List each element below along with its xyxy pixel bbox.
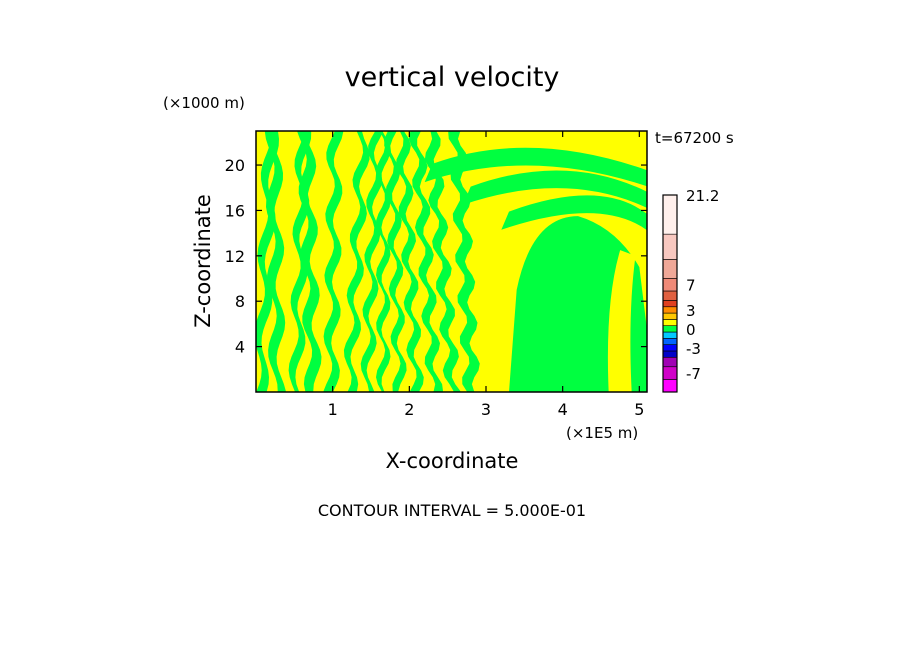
updraft-band — [396, 131, 424, 392]
upper-diagonal-band — [424, 147, 647, 187]
chart-title: vertical velocity — [345, 62, 560, 93]
upper-diagonal-band — [463, 170, 647, 208]
y-axis: 4 8 12 16 20 — [225, 156, 647, 357]
plot-area — [255, 130, 648, 393]
updraft-band — [424, 131, 461, 392]
colorbar-label: 3 — [686, 302, 696, 320]
x-axis: 1 2 3 4 5 — [328, 131, 644, 419]
colorbar-label: -3 — [686, 340, 701, 358]
colorbar: 21.2 7 30-3 -7 — [662, 187, 719, 393]
x-tick-label: 5 — [634, 400, 644, 419]
updraft-band — [408, 131, 443, 392]
y-tick-label: 12 — [225, 247, 245, 266]
colorbar-swatch — [662, 300, 678, 308]
updraft-band — [323, 131, 344, 392]
colorbar-swatch — [662, 233, 678, 260]
upper-diagonal-band — [501, 195, 647, 231]
y-tick-label: 16 — [225, 201, 245, 220]
plot-frame — [255, 130, 648, 393]
x-tick-label: 1 — [328, 400, 338, 419]
colorbar-swatch — [662, 356, 678, 368]
updraft-band — [256, 131, 279, 392]
colorbar-swatch — [662, 325, 678, 333]
colorbar-swatch — [662, 194, 678, 235]
velocity-field — [256, 131, 647, 392]
updraft-band — [264, 131, 286, 392]
updraft-band — [360, 131, 384, 392]
x-tick-label: 4 — [558, 400, 568, 419]
colorbar-swatch — [662, 319, 678, 327]
colorbar-swatch — [662, 306, 678, 314]
colorbar-label: 7 — [686, 277, 696, 295]
colorbar-label: 0 — [686, 321, 696, 339]
colorbar-swatch — [662, 278, 678, 292]
colorbar-swatch — [662, 259, 678, 279]
colorbar-swatch — [662, 290, 678, 301]
y-tick-label: 20 — [225, 156, 245, 175]
x-tick-label: 3 — [481, 400, 491, 419]
y-tick-label: 4 — [235, 338, 245, 357]
colorbar-swatch — [662, 312, 678, 320]
y-unit-label: (×1000 m) — [163, 94, 245, 112]
colorbar-swatch — [662, 366, 678, 380]
y-tick-label: 8 — [235, 292, 245, 311]
colorbar-swatch — [662, 350, 678, 358]
colorbar-swatch — [662, 379, 678, 393]
x-unit-label: (×1E5 m) — [566, 424, 638, 442]
colorbar-swatch — [662, 344, 678, 352]
time-label: t=67200 s — [655, 129, 734, 147]
colorbar-label: -7 — [686, 365, 701, 383]
x-tick-label: 2 — [404, 400, 414, 419]
updraft-band — [384, 131, 407, 392]
updraft-band — [343, 131, 370, 392]
contour-interval-label: CONTOUR INTERVAL = 5.000E-01 — [318, 501, 586, 520]
x-axis-label: X-coordinate — [386, 449, 519, 473]
colorbar-label: 21.2 — [686, 187, 719, 205]
updraft-band — [448, 131, 480, 392]
colorbar-frame — [662, 194, 678, 393]
y-axis-label: Z-coordinate — [191, 194, 215, 328]
colorbar-swatch — [662, 331, 678, 339]
colorbar-swatch — [662, 338, 678, 345]
lower-right-updraft-strip — [607, 250, 636, 392]
updraft-band — [297, 131, 322, 392]
